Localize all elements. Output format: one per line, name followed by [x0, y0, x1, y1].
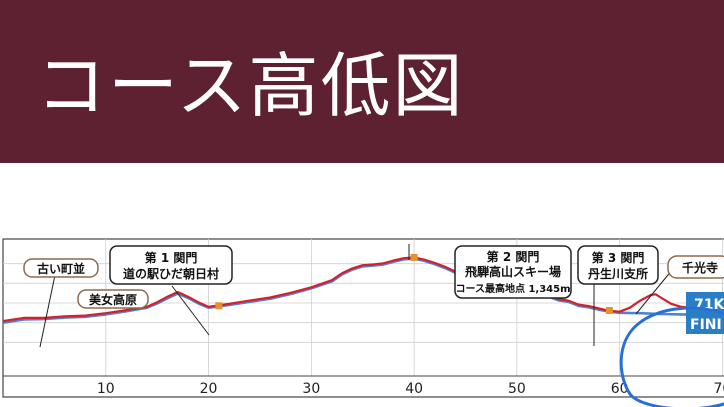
senkoji-label: 千光寺	[682, 260, 718, 275]
hand-drawn-circle	[619, 306, 724, 407]
marker-layer	[215, 253, 613, 314]
checkpoint-marker	[215, 302, 223, 310]
finish-label: FINI	[690, 317, 722, 333]
callout-old-town: 古い町並	[23, 258, 99, 278]
x-axis: 10203040506070	[3, 375, 724, 397]
old-town-pointer	[39, 274, 56, 348]
callout-checkpoint3: 第 3 関門 丹生川支所	[577, 245, 659, 285]
bijo-kogen-label: 美女高原	[89, 292, 137, 307]
callout-checkpoint2: 第 2 関門 飛騨高山スキー場 コース最高地点 1,345m	[454, 245, 572, 299]
callout-senkoji: 千光寺	[667, 255, 724, 279]
series-layer	[2, 256, 724, 324]
callout-checkpoint1: 第 1 関門 道の駅ひだ朝日村	[109, 245, 233, 285]
x-tick-label: 50	[508, 381, 526, 397]
x-tick-label: 70	[714, 381, 724, 397]
checkpoint1-pointer	[171, 285, 210, 336]
x-tick-label: 10	[97, 381, 115, 397]
x-tick-label: 20	[200, 381, 218, 397]
title-banner: コース高低図	[0, 0, 724, 163]
page-title: コース高低図	[36, 45, 465, 127]
checkpoint-marker	[410, 253, 418, 261]
senkoji-pointer	[635, 269, 673, 315]
old-town-label: 古い町並	[37, 261, 85, 276]
checkpoint2-line1: 第 2 関門	[487, 249, 540, 264]
checkpoint3-line1: 第 3 関門	[592, 250, 645, 265]
checkpoint3-line2: 丹生川支所	[588, 266, 648, 281]
callout-bijo-kogen: 美女高原	[77, 289, 149, 309]
checkpoint1-line2: 道の駅ひだ朝日村	[123, 266, 219, 281]
checkpoint-marker	[605, 307, 613, 314]
series-line-red	[2, 256, 724, 323]
x-tick-label: 30	[302, 381, 320, 397]
checkpoint2-line2: 飛騨高山スキー場	[464, 264, 561, 279]
x-tick-label: 40	[405, 381, 423, 397]
elevation-chart: 10203040506070 古い町並 美女高原 第 1 関門 道の駅ひだ朝日村…	[0, 236, 724, 407]
elevation-chart-svg: 10203040506070 古い町並 美女高原 第 1 関門 道の駅ひだ朝日村…	[2, 238, 724, 407]
checkpoint1-line1: 第 1 関門	[145, 250, 198, 265]
checkpoint2-line3: コース最高地点 1,345m	[455, 282, 570, 295]
